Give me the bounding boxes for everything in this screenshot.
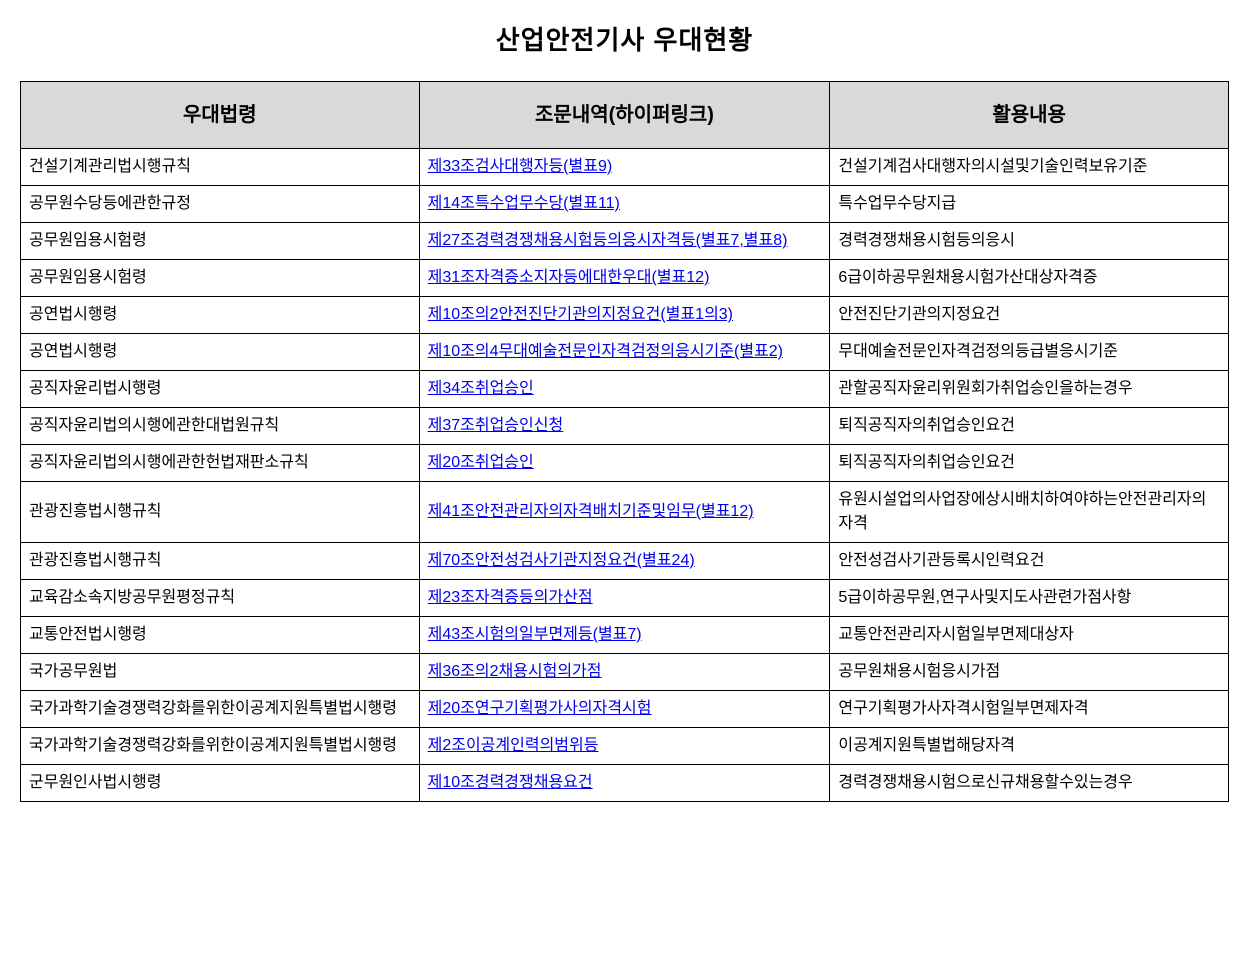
article-link[interactable]: 제37조취업승인신청 (428, 417, 564, 434)
usage-cell: 6급이하공무원채용시험가산대상자격증 (830, 260, 1229, 297)
usage-cell: 퇴직공직자의취업승인요건 (830, 445, 1229, 482)
table-row: 공직자윤리법의시행에관한대법원규칙 제37조취업승인신청 퇴직공직자의취업승인요건 (21, 408, 1229, 445)
article-link[interactable]: 제41조안전관리자의자격배치기준및임무(별표12) (428, 503, 754, 520)
usage-cell: 연구기획평가사자격시험일부면제자격 (830, 691, 1229, 728)
article-link[interactable]: 제20조연구기획평가사의자격시험 (428, 700, 652, 717)
usage-cell: 퇴직공직자의취업승인요건 (830, 408, 1229, 445)
article-link[interactable]: 제70조안전성검사기관지정요건(별표24) (428, 552, 695, 569)
usage-cell: 특수업무수당지급 (830, 186, 1229, 223)
article-cell: 제70조안전성검사기관지정요건(별표24) (419, 543, 830, 580)
article-link[interactable]: 제36조의2채용시험의가점 (428, 663, 602, 680)
law-cell: 공연법시행령 (21, 334, 420, 371)
article-cell: 제20조취업승인 (419, 445, 830, 482)
article-link[interactable]: 제14조특수업무수당(별표11) (428, 195, 620, 212)
table-row: 관광진흥법시행규칙 제70조안전성검사기관지정요건(별표24) 안전성검사기관등록시… (21, 543, 1229, 580)
article-cell: 제14조특수업무수당(별표11) (419, 186, 830, 223)
table-row: 국가과학기술경쟁력강화를위한이공계지원특별법시행령 제20조연구기획평가사의자격시… (21, 691, 1229, 728)
table-row: 관광진흥법시행규칙 제41조안전관리자의자격배치기준및임무(별표12) 유원시설업의… (21, 482, 1229, 543)
table-row: 공무원임용시험령 제27조경력경쟁채용시험등의응시자격등(별표7,별표8) 경력경쟁… (21, 223, 1229, 260)
article-cell: 제27조경력경쟁채용시험등의응시자격등(별표7,별표8) (419, 223, 830, 260)
article-link[interactable]: 제2조이공계인력의범위등 (428, 737, 599, 754)
article-cell: 제33조검사대행자등(별표9) (419, 149, 830, 186)
article-cell: 제34조취업승인 (419, 371, 830, 408)
law-cell: 건설기계관리법시행규칙 (21, 149, 420, 186)
article-cell: 제37조취업승인신청 (419, 408, 830, 445)
column-header-law: 우대법령 (21, 82, 420, 149)
law-cell: 관광진흥법시행규칙 (21, 482, 420, 543)
page-title: 산업안전기사 우대현황 (20, 20, 1229, 57)
usage-cell: 공무원채용시험응시가점 (830, 654, 1229, 691)
article-link[interactable]: 제10조경력경쟁채용요건 (428, 774, 593, 791)
law-cell: 국가공무원법 (21, 654, 420, 691)
article-cell: 제20조연구기획평가사의자격시험 (419, 691, 830, 728)
table-row: 국가과학기술경쟁력강화를위한이공계지원특별법시행령 제2조이공계인력의범위등 이공계… (21, 728, 1229, 765)
column-header-usage: 활용내용 (830, 82, 1229, 149)
law-cell: 국가과학기술경쟁력강화를위한이공계지원특별법시행령 (21, 728, 420, 765)
law-cell: 교육감소속지방공무원평정규칙 (21, 580, 420, 617)
table-row: 국가공무원법 제36조의2채용시험의가점 공무원채용시험응시가점 (21, 654, 1229, 691)
table-row: 공무원수당등에관한규정 제14조특수업무수당(별표11) 특수업무수당지급 (21, 186, 1229, 223)
usage-cell: 교통안전관리자시험일부면제대상자 (830, 617, 1229, 654)
law-cell: 공무원임용시험령 (21, 223, 420, 260)
table-row: 공연법시행령 제10조의2안전진단기관의지정요건(별표1의3) 안전진단기관의지정요… (21, 297, 1229, 334)
usage-cell: 유원시설업의사업장에상시배치하여야하는안전관리자의자격 (830, 482, 1229, 543)
usage-cell: 5급이하공무원,연구사및지도사관련가점사항 (830, 580, 1229, 617)
article-link[interactable]: 제31조자격증소지자등에대한우대(별표12) (428, 269, 710, 286)
law-cell: 국가과학기술경쟁력강화를위한이공계지원특별법시행령 (21, 691, 420, 728)
article-cell: 제2조이공계인력의범위등 (419, 728, 830, 765)
usage-cell: 경력경쟁채용시험등의응시 (830, 223, 1229, 260)
table-row: 공무원임용시험령 제31조자격증소지자등에대한우대(별표12) 6급이하공무원채용시… (21, 260, 1229, 297)
article-cell: 제43조시험의일부면제등(별표7) (419, 617, 830, 654)
table-row: 교통안전법시행령 제43조시험의일부면제등(별표7) 교통안전관리자시험일부면제대상… (21, 617, 1229, 654)
usage-cell: 경력경쟁채용시험으로신규채용할수있는경우 (830, 765, 1229, 802)
preference-table: 우대법령 조문내역(하이퍼링크) 활용내용 건설기계관리법시행규칙 제33조검사대… (20, 81, 1229, 802)
article-link[interactable]: 제10조의4무대예술전문인자격검정의응시기준(별표2) (428, 343, 783, 360)
article-cell: 제10조의4무대예술전문인자격검정의응시기준(별표2) (419, 334, 830, 371)
article-cell: 제10조의2안전진단기관의지정요건(별표1의3) (419, 297, 830, 334)
table-row: 교육감소속지방공무원평정규칙 제23조자격증등의가산점 5급이하공무원,연구사및지도… (21, 580, 1229, 617)
article-cell: 제23조자격증등의가산점 (419, 580, 830, 617)
usage-cell: 무대예술전문인자격검정의등급별응시기준 (830, 334, 1229, 371)
article-link[interactable]: 제20조취업승인 (428, 454, 534, 471)
usage-cell: 이공계지원특별법해당자격 (830, 728, 1229, 765)
usage-cell: 관할공직자윤리위원회가취업승인을하는경우 (830, 371, 1229, 408)
table-row: 공직자윤리법시행령 제34조취업승인 관할공직자윤리위원회가취업승인을하는경우 (21, 371, 1229, 408)
article-cell: 제31조자격증소지자등에대한우대(별표12) (419, 260, 830, 297)
table-row: 군무원인사법시행령 제10조경력경쟁채용요건 경력경쟁채용시험으로신규채용할수있는경… (21, 765, 1229, 802)
article-link[interactable]: 제27조경력경쟁채용시험등의응시자격등(별표7,별표8) (428, 232, 788, 249)
article-link[interactable]: 제43조시험의일부면제등(별표7) (428, 626, 642, 643)
article-link[interactable]: 제33조검사대행자등(별표9) (428, 158, 613, 175)
law-cell: 관광진흥법시행규칙 (21, 543, 420, 580)
article-link[interactable]: 제10조의2안전진단기관의지정요건(별표1의3) (428, 306, 733, 323)
article-cell: 제36조의2채용시험의가점 (419, 654, 830, 691)
law-cell: 공직자윤리법의시행에관한헌법재판소규칙 (21, 445, 420, 482)
table-row: 공직자윤리법의시행에관한헌법재판소규칙 제20조취업승인 퇴직공직자의취업승인요건 (21, 445, 1229, 482)
law-cell: 공연법시행령 (21, 297, 420, 334)
table-row: 공연법시행령 제10조의4무대예술전문인자격검정의응시기준(별표2) 무대예술전문인… (21, 334, 1229, 371)
law-cell: 공직자윤리법의시행에관한대법원규칙 (21, 408, 420, 445)
law-cell: 공무원수당등에관한규정 (21, 186, 420, 223)
table-header-row: 우대법령 조문내역(하이퍼링크) 활용내용 (21, 82, 1229, 149)
article-cell: 제41조안전관리자의자격배치기준및임무(별표12) (419, 482, 830, 543)
law-cell: 공무원임용시험령 (21, 260, 420, 297)
article-link[interactable]: 제23조자격증등의가산점 (428, 589, 593, 606)
law-cell: 공직자윤리법시행령 (21, 371, 420, 408)
article-link[interactable]: 제34조취업승인 (428, 380, 534, 397)
table-row: 건설기계관리법시행규칙 제33조검사대행자등(별표9) 건설기계검사대행자의시설및기… (21, 149, 1229, 186)
usage-cell: 건설기계검사대행자의시설및기술인력보유기준 (830, 149, 1229, 186)
usage-cell: 안전성검사기관등록시인력요건 (830, 543, 1229, 580)
law-cell: 군무원인사법시행령 (21, 765, 420, 802)
column-header-article: 조문내역(하이퍼링크) (419, 82, 830, 149)
usage-cell: 안전진단기관의지정요건 (830, 297, 1229, 334)
law-cell: 교통안전법시행령 (21, 617, 420, 654)
article-cell: 제10조경력경쟁채용요건 (419, 765, 830, 802)
